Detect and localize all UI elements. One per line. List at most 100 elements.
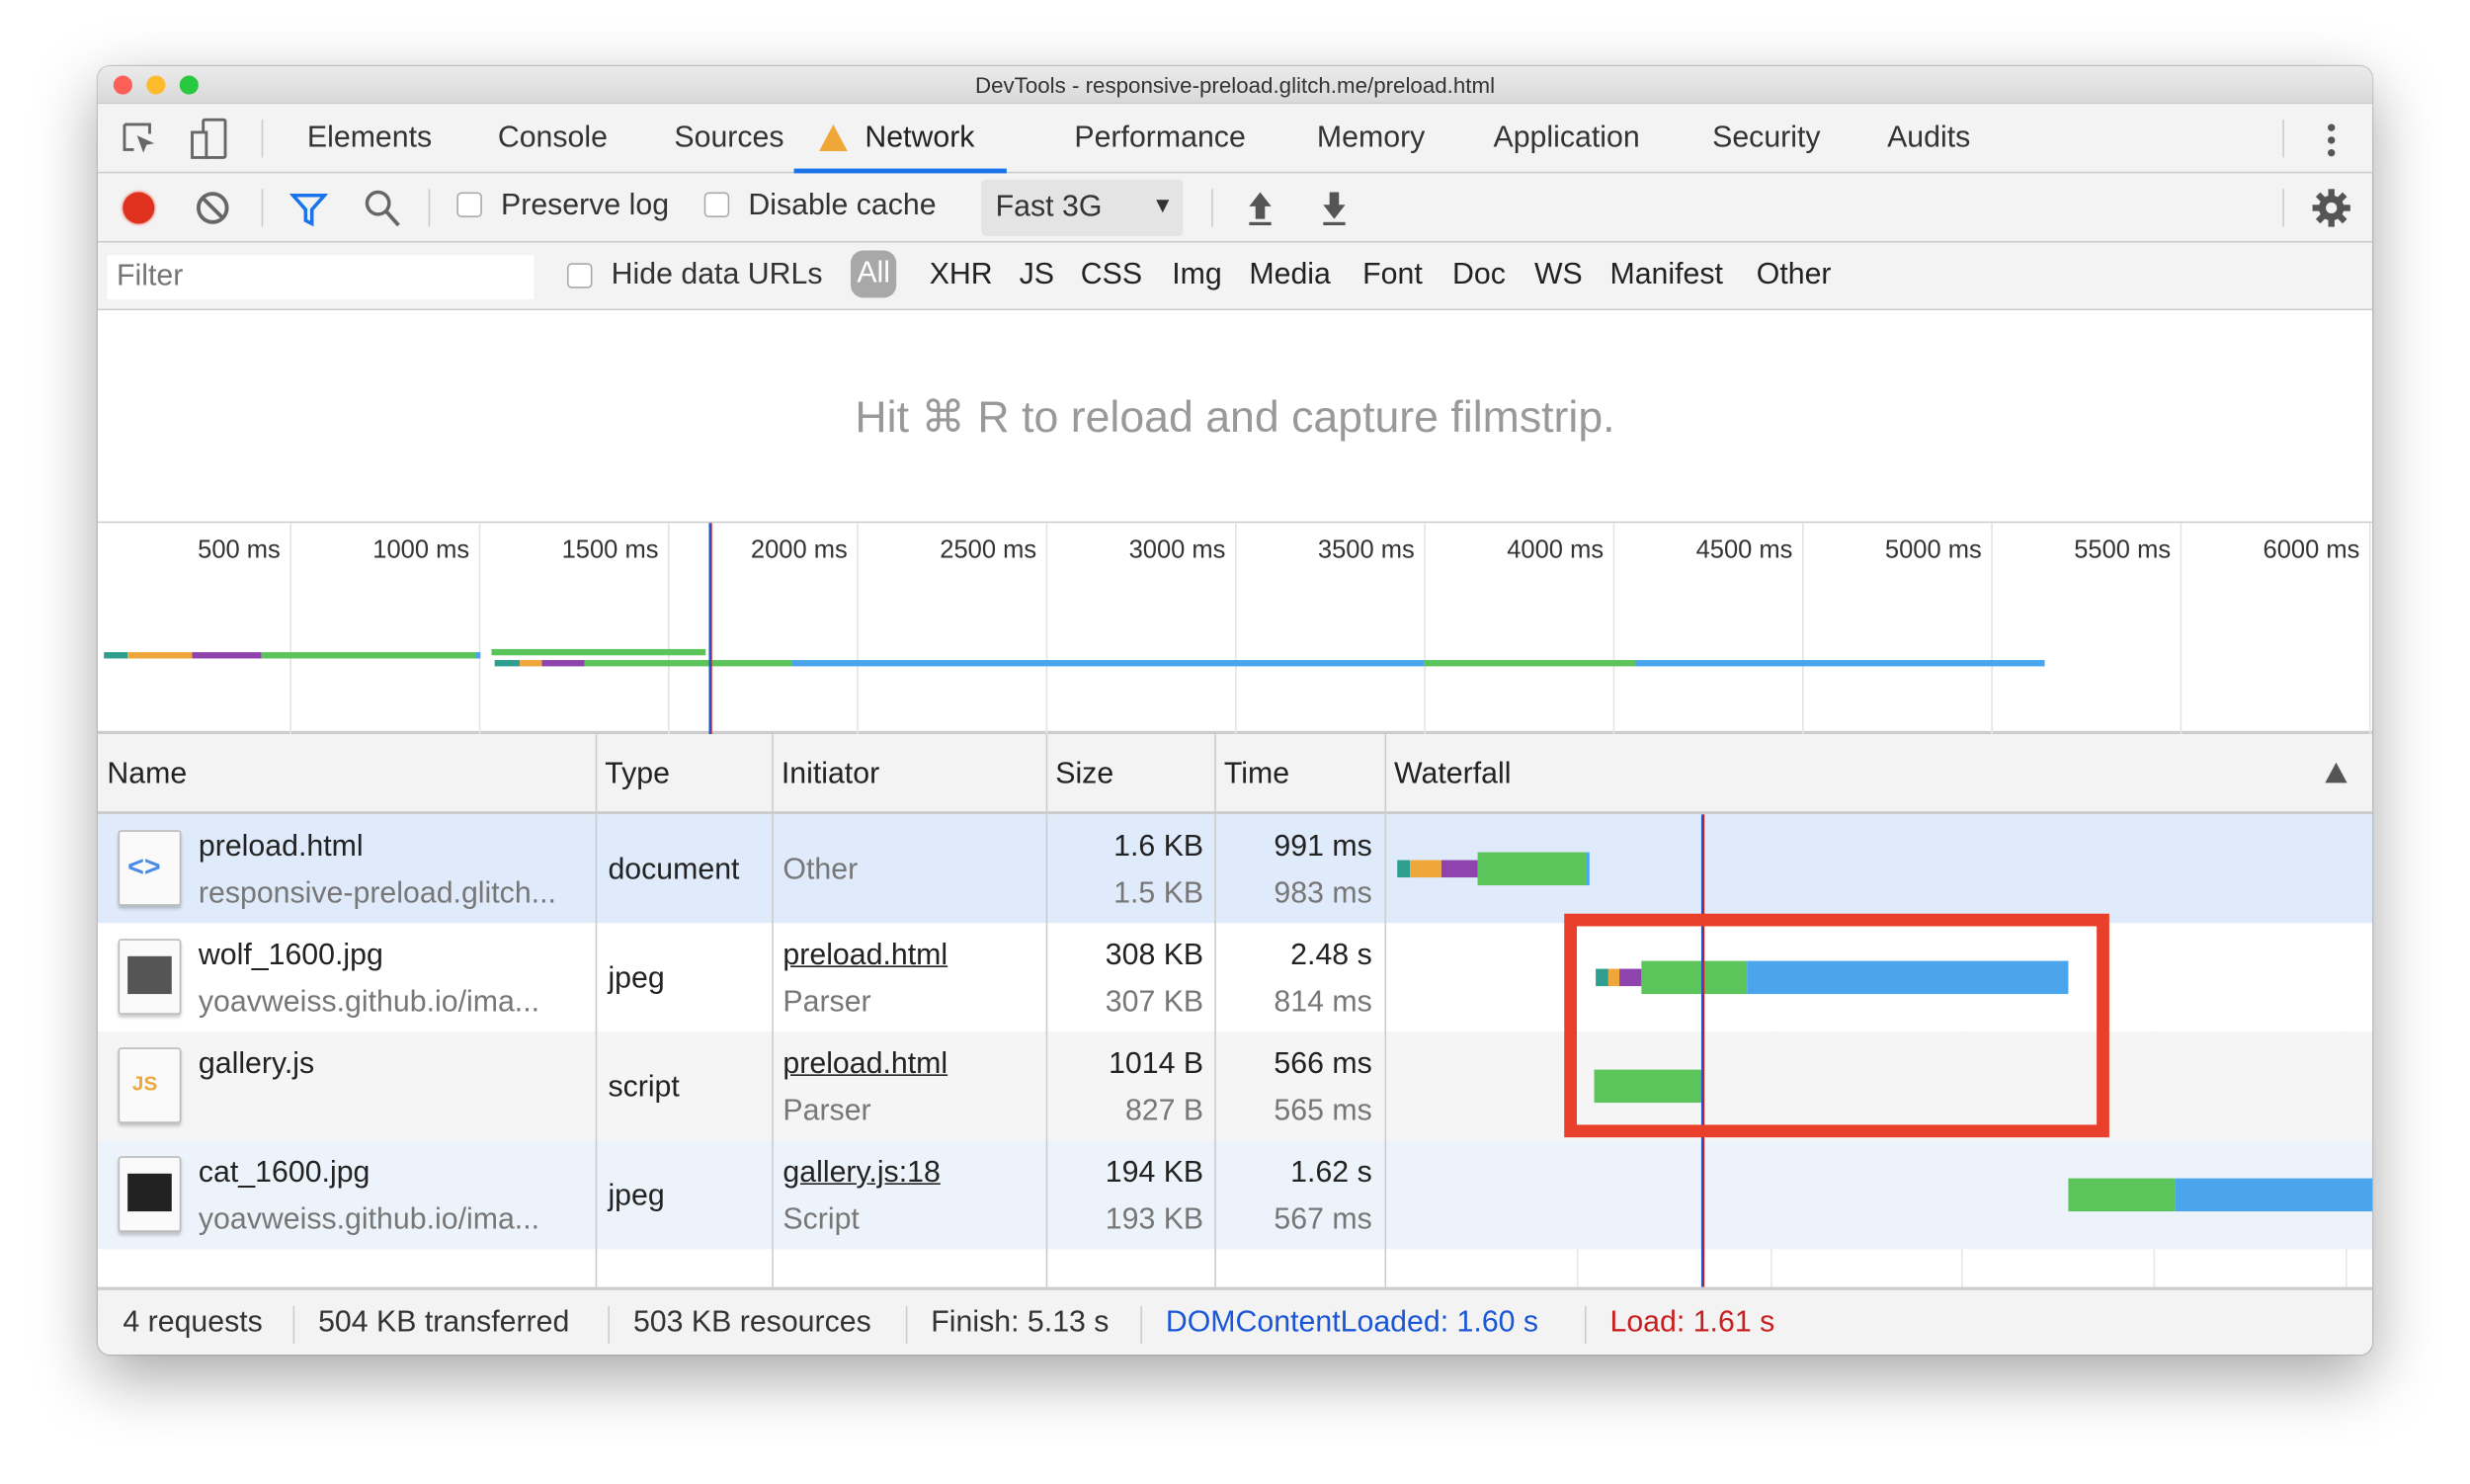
- filter-type-other[interactable]: Other: [1756, 258, 1832, 291]
- overview-bar-segment: [104, 652, 127, 659]
- requests-count: 4 requests: [123, 1305, 263, 1340]
- initiator-link[interactable]: gallery.js:18: [782, 1156, 941, 1190]
- tick-label: 3000 ms: [1128, 536, 1226, 564]
- overview-bar-segment: [474, 652, 481, 659]
- waterfall-bar-segment: [1608, 968, 1620, 987]
- column-header-name[interactable]: Name: [107, 757, 188, 791]
- tick-label: 2000 ms: [750, 536, 848, 564]
- grid-line: [857, 523, 859, 734]
- image-file-icon: [118, 939, 182, 1015]
- tab-label: Sources: [674, 121, 784, 155]
- throttling-select[interactable]: Fast 3G ▼: [981, 179, 1184, 237]
- request-name[interactable]: gallery.js: [198, 1047, 315, 1081]
- waterfall-bar-segment: [1747, 960, 2069, 995]
- grid-line: [668, 523, 670, 734]
- preserve-log-checkbox[interactable]: [456, 192, 482, 218]
- tab-application[interactable]: Application: [1493, 104, 1639, 173]
- requests-table: <> preload.html responsive-preload.glitch.…: [97, 814, 2373, 1287]
- load-time: Load: 1.61 s: [1609, 1305, 1775, 1340]
- grid-line: [478, 523, 481, 734]
- request-name[interactable]: preload.html: [198, 830, 364, 864]
- tab-label: Network: [864, 121, 975, 155]
- close-window-button[interactable]: [113, 75, 132, 95]
- overview-bar-segment: [1635, 660, 2044, 667]
- tick-label: 4500 ms: [1695, 536, 1793, 564]
- initiator-link[interactable]: preload.html: [782, 1047, 948, 1081]
- waterfall-bar-segment: [1441, 860, 1478, 878]
- search-icon[interactable]: [364, 189, 401, 229]
- column-header-time[interactable]: Time: [1223, 757, 1290, 791]
- filter-type-img[interactable]: Img: [1172, 258, 1222, 291]
- request-name[interactable]: cat_1600.jpg: [198, 1156, 370, 1190]
- export-har-icon[interactable]: [1319, 189, 1351, 226]
- filter-type-font[interactable]: Font: [1362, 258, 1423, 291]
- filter-input[interactable]: [107, 255, 535, 299]
- column-header-size[interactable]: Size: [1055, 757, 1114, 791]
- request-type: jpeg: [608, 962, 665, 996]
- grid-line: [289, 523, 291, 734]
- filter-type-xhr[interactable]: XHR: [929, 258, 993, 291]
- disable-cache-label: Disable cache: [748, 189, 937, 222]
- device-toolbar-icon[interactable]: [189, 117, 229, 161]
- code-glyph: <>: [127, 850, 161, 882]
- initiator: Other: [782, 854, 859, 887]
- tab-sources[interactable]: Sources: [674, 104, 783, 173]
- tab-security[interactable]: Security: [1712, 104, 1820, 173]
- filter-icon[interactable]: [289, 191, 328, 228]
- filter-type-css[interactable]: CSS: [1080, 258, 1143, 291]
- filter-type-media[interactable]: Media: [1249, 258, 1331, 291]
- import-har-icon[interactable]: [1245, 189, 1276, 226]
- table-row[interactable]: wolf_1600.jpg yoavweiss.github.io/ima... j…: [97, 923, 2373, 1032]
- record-button[interactable]: [123, 192, 155, 224]
- hide-data-urls-checkbox[interactable]: [566, 263, 593, 289]
- column-divider: [1045, 733, 1048, 815]
- tab-elements[interactable]: Elements: [307, 104, 432, 173]
- tab-console[interactable]: Console: [498, 104, 608, 173]
- inspect-element-icon[interactable]: [120, 120, 160, 160]
- initiator-type: Script: [782, 1203, 860, 1237]
- waterfall-bar-segment: [1641, 960, 1748, 995]
- filter-type-doc[interactable]: Doc: [1452, 258, 1506, 291]
- request-name[interactable]: wolf_1600.jpg: [198, 939, 383, 972]
- tab-label: Audits: [1887, 121, 1971, 155]
- column-header-initiator[interactable]: Initiator: [781, 757, 880, 791]
- tab-performance[interactable]: Performance: [1074, 104, 1245, 173]
- column-header-type[interactable]: Type: [605, 757, 670, 791]
- filter-type-ws[interactable]: WS: [1533, 258, 1583, 291]
- hide-data-urls-label: Hide data URLs: [611, 258, 823, 291]
- table-row[interactable]: JS gallery.js script preload.html Parser 1014…: [97, 1031, 2373, 1141]
- tab-network[interactable]: Network: [793, 104, 1007, 174]
- overview-timeline[interactable]: 500 ms 1000 ms 1500 ms 2000 ms 2500 ms 3000 m…: [97, 523, 2373, 734]
- js-file-icon: JS: [118, 1047, 182, 1123]
- table-row[interactable]: <> preload.html responsive-preload.glitch.…: [97, 814, 2373, 924]
- initiator-link[interactable]: preload.html: [782, 939, 948, 972]
- sort-ascending-icon[interactable]: [2325, 762, 2347, 783]
- waterfall-bar-segment: [2176, 1178, 2373, 1212]
- zoom-window-button[interactable]: [179, 75, 199, 95]
- resources-size: 503 KB resources: [632, 1305, 871, 1340]
- divider: [428, 189, 431, 227]
- column-divider: [595, 733, 598, 815]
- tick-label: 1500 ms: [561, 536, 659, 564]
- filter-type-all[interactable]: All: [850, 250, 897, 298]
- status-bar: 4 requests 504 KB transferred 503 KB res…: [97, 1286, 2373, 1356]
- thumbnail: [127, 955, 172, 995]
- tab-audits[interactable]: Audits: [1887, 104, 1970, 173]
- panel-tabs: Elements Console Sources Network Performance…: [97, 104, 2373, 174]
- tab-memory[interactable]: Memory: [1317, 104, 1425, 173]
- more-options-icon[interactable]: [2322, 120, 2341, 160]
- clear-icon[interactable]: [196, 191, 230, 225]
- size-transferred: 308 KB: [1105, 939, 1204, 972]
- table-row[interactable]: cat_1600.jpg yoavweiss.github.io/ima... jp…: [97, 1140, 2373, 1250]
- latency-time: 565 ms: [1274, 1095, 1372, 1128]
- settings-gear-icon[interactable]: [2311, 188, 2351, 228]
- minimize-window-button[interactable]: [146, 75, 166, 95]
- latency-time: 567 ms: [1274, 1203, 1372, 1237]
- disable-cache-checkbox[interactable]: [703, 192, 730, 218]
- filter-type-manifest[interactable]: Manifest: [1609, 258, 1723, 291]
- overview-bar-segment: [126, 652, 192, 659]
- column-header-waterfall[interactable]: Waterfall: [1394, 757, 1512, 791]
- filter-type-js[interactable]: JS: [1019, 258, 1054, 291]
- overview-bar-segment: [261, 652, 475, 659]
